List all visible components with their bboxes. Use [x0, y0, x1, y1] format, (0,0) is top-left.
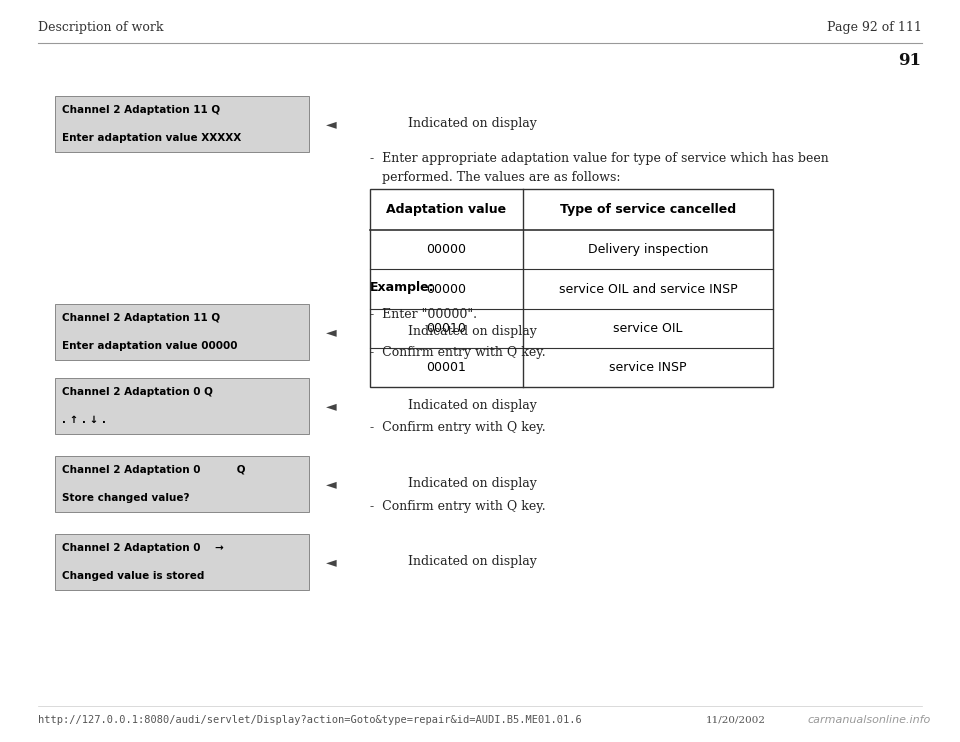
Text: Indicated on display: Indicated on display: [408, 555, 537, 568]
Text: Indicated on display: Indicated on display: [408, 399, 537, 413]
Text: ◄: ◄: [325, 117, 337, 131]
Text: -  Enter "00000".: - Enter "00000".: [370, 308, 476, 321]
Text: Enter adaptation value 00000: Enter adaptation value 00000: [62, 341, 238, 351]
Text: 00000: 00000: [426, 243, 467, 256]
Text: 00001: 00001: [426, 361, 467, 374]
Bar: [55, 534, 309, 590]
Text: service INSP: service INSP: [610, 361, 686, 374]
Text: -  Confirm entry with Q key.: - Confirm entry with Q key.: [370, 346, 545, 359]
Text: Channel 2 Adaptation 11 Q: Channel 2 Adaptation 11 Q: [62, 313, 221, 323]
Text: Indicated on display: Indicated on display: [408, 117, 537, 131]
Text: Indicated on display: Indicated on display: [408, 477, 537, 490]
Text: -  Confirm entry with Q key.: - Confirm entry with Q key.: [370, 421, 545, 434]
Text: http://127.0.0.1:8080/audi/servlet/Display?action=Goto&type=repair&id=AUDI.B5.ME: http://127.0.0.1:8080/audi/servlet/Displ…: [38, 715, 582, 725]
Text: -  Enter appropriate adaptation value for type of service which has been
   perf: - Enter appropriate adaptation value for…: [370, 152, 828, 184]
Text: 00010: 00010: [426, 322, 467, 335]
Bar: [55, 378, 309, 434]
Text: Channel 2 Adaptation 0    →: Channel 2 Adaptation 0 →: [62, 543, 224, 553]
Text: ◄: ◄: [325, 399, 337, 413]
Text: ◄: ◄: [325, 325, 337, 338]
Text: Example:: Example:: [370, 281, 434, 295]
Text: Indicated on display: Indicated on display: [408, 325, 537, 338]
Text: ◄: ◄: [325, 555, 337, 568]
Text: 00000: 00000: [426, 283, 467, 295]
Text: service OIL: service OIL: [613, 322, 683, 335]
Bar: [55, 304, 309, 360]
Text: Channel 2 Adaptation 0          Q: Channel 2 Adaptation 0 Q: [62, 465, 246, 475]
Text: -  Confirm entry with Q key.: - Confirm entry with Q key.: [370, 499, 545, 513]
Text: 11/20/2002: 11/20/2002: [706, 715, 766, 724]
Text: . ↑ . ↓ .: . ↑ . ↓ .: [62, 416, 107, 425]
Text: Enter adaptation value XXXXX: Enter adaptation value XXXXX: [62, 134, 242, 143]
Text: Channel 2 Adaptation 11 Q: Channel 2 Adaptation 11 Q: [62, 105, 221, 115]
Text: 91: 91: [899, 53, 922, 69]
Text: ◄: ◄: [325, 477, 337, 490]
Text: carmanualsonline.info: carmanualsonline.info: [808, 715, 931, 725]
Bar: [370, 189, 773, 387]
Text: Store changed value?: Store changed value?: [62, 493, 190, 503]
Text: Changed value is stored: Changed value is stored: [62, 571, 204, 581]
Text: Delivery inspection: Delivery inspection: [588, 243, 708, 256]
Bar: [55, 96, 309, 152]
Text: Type of service cancelled: Type of service cancelled: [560, 203, 736, 216]
Text: Description of work: Description of work: [38, 21, 164, 34]
Bar: [55, 456, 309, 512]
Text: Page 92 of 111: Page 92 of 111: [827, 21, 922, 34]
Text: Adaptation value: Adaptation value: [386, 203, 507, 216]
Text: service OIL and service INSP: service OIL and service INSP: [559, 283, 737, 295]
Text: Channel 2 Adaptation 0 Q: Channel 2 Adaptation 0 Q: [62, 387, 213, 397]
